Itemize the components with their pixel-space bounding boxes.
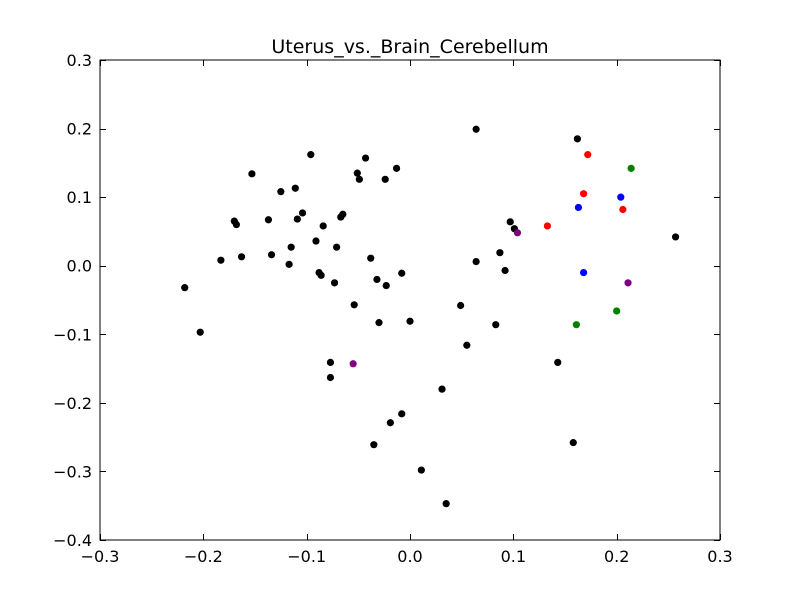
data-point xyxy=(196,328,204,336)
data-point xyxy=(361,154,370,162)
data-point xyxy=(617,193,625,201)
data-point xyxy=(572,321,580,329)
data-point xyxy=(267,251,276,259)
data-point xyxy=(627,164,635,172)
data-point xyxy=(298,209,307,217)
y-tick-label: 0.1 xyxy=(67,188,92,207)
x-tick-label: 0.1 xyxy=(501,547,526,566)
y-tick-label: −0.2 xyxy=(53,394,92,413)
data-point xyxy=(472,258,480,266)
data-point xyxy=(319,222,327,230)
y-tick-label: 0.2 xyxy=(67,120,92,139)
y-tick-label: 0.3 xyxy=(67,51,92,70)
data-point xyxy=(277,188,285,196)
data-point xyxy=(373,275,381,284)
data-point xyxy=(307,151,315,159)
data-point xyxy=(381,175,389,183)
data-point xyxy=(382,282,390,290)
data-point xyxy=(513,229,522,237)
chart-title: Uterus_vs._Brain_Cerebellum xyxy=(271,36,548,58)
data-point xyxy=(573,135,582,143)
plot-area-frame xyxy=(99,59,721,541)
data-point xyxy=(370,441,378,449)
data-points xyxy=(181,125,680,508)
data-point xyxy=(312,237,320,245)
data-point xyxy=(386,419,394,427)
data-point xyxy=(501,266,509,275)
data-point xyxy=(355,175,363,183)
data-point xyxy=(287,243,295,251)
data-point xyxy=(349,360,357,368)
x-tick-label: 0.3 xyxy=(707,547,732,566)
data-point xyxy=(624,279,632,287)
data-point xyxy=(398,410,406,418)
data-point xyxy=(237,253,246,261)
data-point xyxy=(463,341,471,349)
data-point xyxy=(285,260,293,268)
data-point xyxy=(580,190,588,198)
data-point xyxy=(406,317,414,325)
data-point xyxy=(492,321,500,329)
data-point xyxy=(217,256,225,264)
axis-ticks: −0.3 −0.2 −0.1 0.0 0.1 0.2 0.3 0.3 0.2 0.1 0.0 −0.1… xyxy=(53,51,733,566)
data-point xyxy=(291,184,299,192)
y-tick-label: −0.3 xyxy=(53,462,92,481)
data-point xyxy=(671,233,680,241)
data-point xyxy=(506,218,514,226)
x-tick-label: −0.3 xyxy=(81,547,120,566)
data-point xyxy=(181,284,189,292)
data-point xyxy=(569,439,577,447)
data-point xyxy=(264,216,273,224)
data-point xyxy=(339,210,347,218)
y-tick-label: −0.4 xyxy=(53,531,92,550)
data-point xyxy=(375,319,383,327)
data-point xyxy=(554,358,562,366)
y-tick-label: −0.1 xyxy=(53,325,92,344)
data-point xyxy=(438,385,446,393)
data-point xyxy=(574,203,583,212)
x-tick-label: −0.2 xyxy=(184,547,223,566)
x-tick-label: 0.0 xyxy=(397,547,422,566)
data-point xyxy=(496,249,504,257)
y-tick-label: 0.0 xyxy=(67,257,92,276)
data-point xyxy=(326,373,335,382)
x-tick-label: 0.2 xyxy=(604,547,629,566)
data-point xyxy=(326,358,335,366)
data-point xyxy=(333,243,341,251)
data-point xyxy=(398,269,406,277)
data-point xyxy=(232,220,240,229)
data-point xyxy=(248,170,256,178)
data-point xyxy=(367,254,375,262)
data-point xyxy=(350,301,358,309)
data-point xyxy=(613,307,621,315)
data-point xyxy=(330,279,339,287)
data-point xyxy=(619,205,627,214)
data-point xyxy=(543,222,552,230)
data-point xyxy=(317,271,325,279)
data-point xyxy=(293,215,301,223)
data-point xyxy=(442,500,450,508)
data-point xyxy=(580,268,588,277)
data-point xyxy=(472,125,480,133)
data-point xyxy=(417,466,425,474)
data-point xyxy=(457,301,465,310)
x-tick-label: −0.1 xyxy=(287,547,326,566)
data-point xyxy=(392,164,401,172)
data-point xyxy=(353,169,361,177)
data-point xyxy=(584,151,592,159)
